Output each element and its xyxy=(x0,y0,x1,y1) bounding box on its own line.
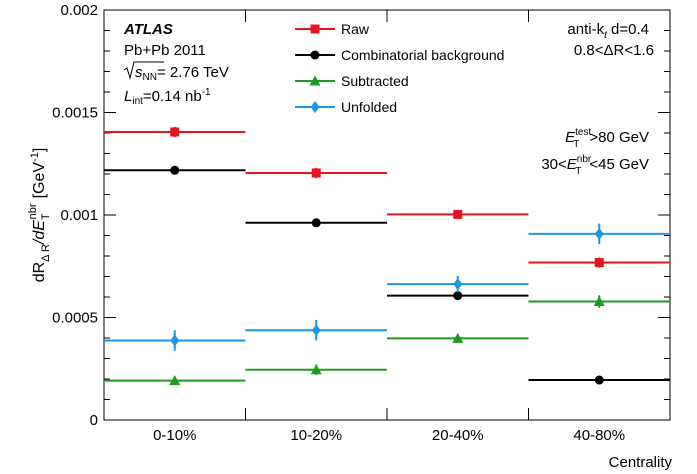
et-nbr-label: 30<Enbr T <45 GeV xyxy=(541,154,649,177)
system-label: Pb+Pb 2011 xyxy=(124,42,206,59)
legend-marker xyxy=(310,50,320,60)
x-axis-label: Centrality xyxy=(609,454,673,471)
et-test-label: Etest T >80 GeV xyxy=(565,127,649,150)
x-tick-label: 0-10% xyxy=(153,427,196,444)
y-tick-label: 0 xyxy=(90,412,98,429)
data-point xyxy=(453,291,463,301)
y-tick-label: 0.002 xyxy=(60,2,98,19)
legend-marker xyxy=(309,75,321,86)
data-point xyxy=(169,375,181,386)
series-combinatorial-background xyxy=(104,165,670,385)
legend-entry-combinatorial-background: Combinatorial background xyxy=(295,47,504,63)
legend-marker xyxy=(310,101,320,113)
atlas-label: ATLAS xyxy=(123,21,173,38)
delta-r-label: 0.8<ΔR<1.6 xyxy=(574,42,654,59)
x-tick-label: 40-80% xyxy=(573,427,625,444)
legend-label: Unfolded xyxy=(341,99,397,115)
x-tick-label: 10-20% xyxy=(290,427,342,444)
data-point xyxy=(311,168,321,178)
y-tick-labels: 0 0.0005 0.001 0.0015 0.002 xyxy=(52,2,98,429)
legend: Raw Combinatorial background Subtracted Unf… xyxy=(295,21,504,115)
y-tick-label: 0.001 xyxy=(60,207,98,224)
data-point xyxy=(452,332,464,343)
axis-ticks xyxy=(103,9,671,421)
data-point xyxy=(594,227,604,240)
jet-algorithm-label: anti-kt d=0.4 xyxy=(567,21,649,41)
y-tick-label: 0.0005 xyxy=(52,310,98,327)
data-point xyxy=(594,258,604,268)
data-point xyxy=(594,375,604,385)
legend-entry-unfolded: Unfolded xyxy=(295,99,397,115)
data-point xyxy=(593,296,605,307)
data-point xyxy=(170,334,180,347)
sqrt-sign xyxy=(123,61,164,80)
data-point xyxy=(310,364,322,375)
legend-marker xyxy=(310,24,320,34)
data-point xyxy=(311,324,321,337)
svg-text:sNN= 2.76 TeV: sNN= 2.76 TeV xyxy=(135,64,229,83)
x-tick-labels: 0-10% 10-20% 20-40% 40-80% xyxy=(153,427,625,444)
series-unfolded xyxy=(104,223,670,351)
data-point xyxy=(453,209,463,219)
luminosity-label: Lint=0.14 nb-1 xyxy=(124,87,211,107)
data-point xyxy=(170,127,180,137)
data-point xyxy=(453,278,463,291)
y-tick-label: 0.0015 xyxy=(52,105,98,122)
data-point xyxy=(170,165,180,175)
legend-entry-subtracted: Subtracted xyxy=(295,73,409,89)
legend-entry-raw: Raw xyxy=(295,21,370,37)
legend-label: Raw xyxy=(341,21,370,37)
data-point xyxy=(311,218,321,228)
x-tick-label: 20-40% xyxy=(432,427,484,444)
legend-label: Combinatorial background xyxy=(341,47,504,63)
series-layer xyxy=(104,126,670,386)
series-subtracted xyxy=(104,295,670,386)
series-raw xyxy=(104,126,670,268)
legend-label: Subtracted xyxy=(341,73,409,89)
y-axis-label: dRΔ R/dETnbr[GeV-1] xyxy=(27,148,52,283)
energy-label: sNN= 2.76 TeV xyxy=(123,61,229,83)
